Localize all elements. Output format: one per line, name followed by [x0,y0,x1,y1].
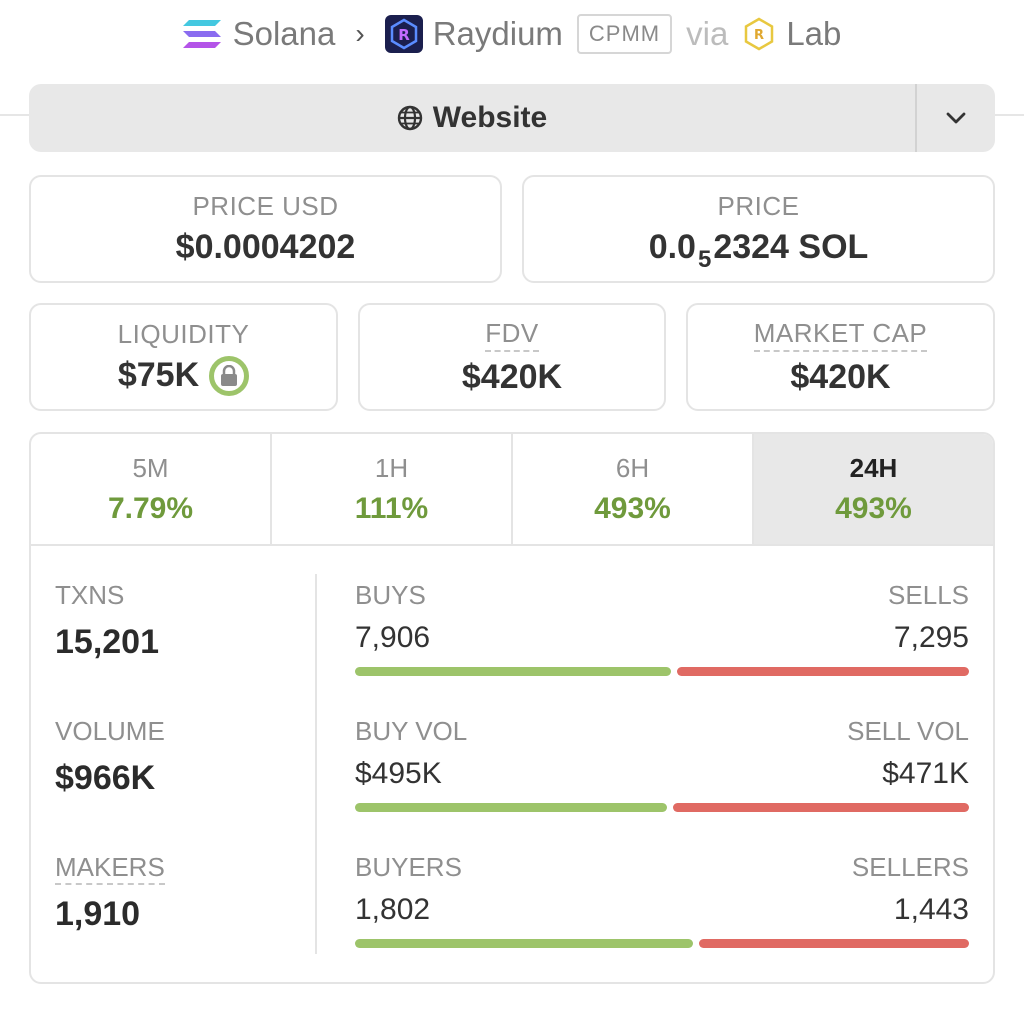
price-label: PRICE [717,191,800,221]
market-cap-label[interactable]: MARKET CAP [753,318,928,352]
price-usd-card: PRICE USD $0.0004202 [29,175,502,283]
website-bar: Website [29,84,995,152]
totals-column: TXNS 15,201 VOLUME $966K MAKERS 1,910 [55,580,315,982]
lab-icon: R [745,17,774,51]
tab-label: 5M [132,452,169,483]
price-usd-value: $0.0004202 [175,228,356,266]
chevron-right-icon: › [355,18,365,49]
liquidity-value: $75K [117,356,200,394]
fdv-card: FDV $420K [358,303,666,411]
tab-change: 111% [354,491,429,525]
chevron-down-icon [946,112,966,124]
chain-link[interactable]: Solana [182,15,336,53]
tab-label: 1H [374,452,409,483]
market-cap-value: $420K [790,357,891,396]
website-button[interactable]: Website [29,84,915,152]
tab-5m[interactable]: 5M 7.79% [31,434,272,544]
makers-breakdown: BUYERS SELLERS 1,802 1,443 [355,852,969,982]
sells-bar [677,667,969,676]
price-usd-label: PRICE USD [192,191,339,221]
market-cap-card: MARKET CAP $420K [686,303,995,411]
sells-label: SELLS [888,580,969,610]
txns-label: TXNS [55,580,125,610]
column-divider [315,574,317,954]
chain-name: Solana [232,15,336,52]
buy-vol-label: BUY VOL [355,716,468,746]
price-prefix: 0.0 [648,228,696,266]
liquidity-value-row: $75K [117,355,250,396]
fdv-value: $420K [461,357,563,396]
sellers-bar [698,939,969,948]
tab-change: 7.79% [107,491,194,525]
liquidity-card: LIQUIDITY $75K [29,303,338,411]
sell-vol-label: SELL VOL [847,716,969,746]
makers-label[interactable]: MAKERS [55,852,165,885]
pool-type-badge: CPMM [576,14,673,54]
timeframe-tabs: 5M 7.79% 1H 111% 6H 493% 24H 493% [31,434,993,546]
sell-vol-bar [672,803,969,812]
buys-label: BUYS [355,580,426,610]
breadcrumb: Solana › R Raydium CPMM via R Lab [0,10,1024,58]
tab-1h[interactable]: 1H 111% [272,434,513,544]
makers-value: 1,910 [55,895,141,933]
source-name: Lab [786,15,842,52]
stats-body: TXNS 15,201 VOLUME $966K MAKERS 1,910 BU… [31,546,993,982]
sellers-value: 1,443 [893,893,969,926]
buys-value: 7,906 [355,621,431,654]
buy-vol-value: $495K [355,757,442,790]
volume-breakdown: BUY VOL SELL VOL $495K $471K [355,716,969,852]
solana-icon [182,20,221,48]
buy-vol-bar [355,803,667,812]
volume-stat: VOLUME $966K [55,716,315,852]
volume-label: VOLUME [55,716,165,746]
price-card: PRICE 0.0 5 2324 SOL [522,175,995,283]
website-dropdown-button[interactable] [915,84,995,152]
buyers-label: BUYERS [355,852,462,882]
liquidity-label: LIQUIDITY [117,318,250,349]
dex-name: Raydium [432,15,563,52]
svg-text:R: R [754,28,764,43]
makers-stat: MAKERS 1,910 [55,852,315,982]
txns-breakdown: BUYS SELLS 7,906 7,295 [355,580,969,716]
tab-label: 6H [615,452,650,483]
volume-value: $966K [55,759,156,797]
sellers-label: SELLERS [851,852,969,882]
tab-label: 24H [849,452,898,483]
via-text: via [686,15,729,52]
buyers-bar [355,939,693,948]
buys-bar [355,667,672,676]
dex-link[interactable]: R Raydium [384,15,563,53]
raydium-icon: R [384,15,423,53]
breakdown-column: BUYS SELLS 7,906 7,295 BUY VOL SELL VOL [355,580,969,982]
svg-text:R: R [398,26,410,44]
sell-vol-value: $471K [882,757,969,790]
sells-value: 7,295 [893,621,969,654]
tab-change: 493% [835,491,912,525]
price-zero-count: 5 [697,245,712,273]
price-suffix: 2324 SOL [713,228,869,266]
txns-value: 15,201 [55,623,159,661]
fdv-label[interactable]: FDV [485,318,539,352]
source-link[interactable]: R Lab [742,15,841,53]
tab-change: 493% [594,491,671,525]
stats-panel: 5M 7.79% 1H 111% 6H 493% 24H 493% TXNS 1… [29,432,995,984]
lock-icon[interactable] [209,355,250,396]
website-label: Website [432,101,548,134]
tab-6h[interactable]: 6H 493% [513,434,754,544]
price-value: 0.0 5 2324 SOL [648,228,869,273]
buyers-value: 1,802 [355,893,431,926]
txns-stat: TXNS 15,201 [55,580,315,716]
globe-icon [397,105,422,131]
tab-24h[interactable]: 24H 493% [754,434,993,544]
